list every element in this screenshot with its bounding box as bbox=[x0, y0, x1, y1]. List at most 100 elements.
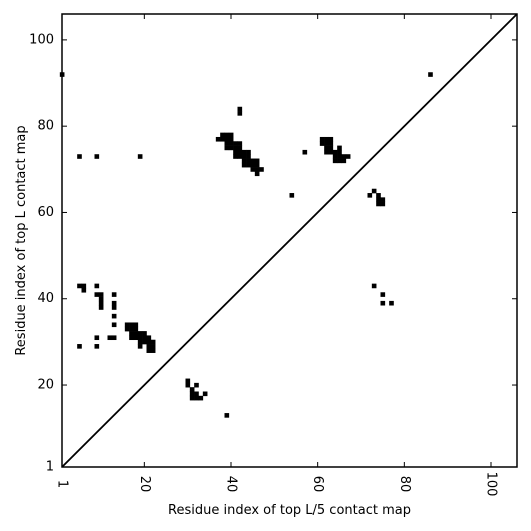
contact-point bbox=[98, 305, 104, 310]
contact-point bbox=[202, 391, 208, 397]
contact-point bbox=[250, 162, 256, 168]
contact-point bbox=[189, 391, 195, 397]
contact-point bbox=[189, 395, 195, 401]
contact-point bbox=[111, 335, 117, 341]
contact-point bbox=[428, 72, 433, 77]
contact-point bbox=[94, 344, 100, 349]
contact-point bbox=[254, 162, 260, 168]
y-axis-label: Residue index of top L contact map bbox=[14, 125, 29, 355]
contact-point bbox=[198, 395, 204, 401]
contact-point bbox=[341, 154, 347, 159]
contact-point bbox=[332, 158, 338, 164]
contact-point bbox=[133, 326, 139, 332]
contact-point bbox=[146, 335, 152, 341]
contact-point bbox=[194, 391, 199, 397]
contact-point bbox=[241, 149, 247, 155]
contact-point bbox=[111, 322, 117, 328]
contact-point bbox=[237, 154, 243, 159]
contact-point bbox=[380, 292, 386, 297]
contact-point bbox=[328, 149, 334, 155]
y-tick-label: 80 bbox=[37, 119, 54, 134]
contact-point bbox=[345, 154, 351, 159]
contact-point bbox=[254, 171, 260, 177]
contact-point bbox=[224, 141, 230, 146]
contact-point bbox=[77, 283, 82, 289]
contact-point bbox=[224, 413, 230, 418]
contact-point bbox=[332, 149, 338, 155]
contact-point bbox=[302, 149, 308, 155]
contact-point bbox=[111, 300, 117, 306]
x-tick-label: 40 bbox=[224, 476, 239, 493]
contact-point bbox=[150, 344, 156, 349]
y-axis: 1 20 40 60 80 100 bbox=[29, 32, 517, 475]
contact-point bbox=[237, 111, 243, 116]
y-tick-label: 20 bbox=[37, 378, 54, 393]
contact-point bbox=[380, 197, 386, 202]
contact-point bbox=[146, 348, 152, 353]
contact-point bbox=[250, 158, 256, 164]
contact-point bbox=[185, 382, 191, 388]
contact-point bbox=[129, 335, 134, 341]
contact-point bbox=[237, 149, 243, 155]
contact-point bbox=[371, 283, 377, 289]
contact-point bbox=[124, 326, 130, 332]
contact-point bbox=[77, 344, 82, 349]
contact-point bbox=[289, 193, 295, 198]
contact-point bbox=[185, 378, 191, 384]
contact-point bbox=[137, 335, 143, 341]
contact-point bbox=[137, 344, 143, 349]
contact-point bbox=[81, 287, 87, 293]
contact-point bbox=[337, 145, 342, 151]
contact-point bbox=[111, 313, 117, 319]
x-tick-label: 20 bbox=[137, 476, 152, 493]
contact-point bbox=[146, 344, 152, 349]
contact-point bbox=[215, 136, 221, 142]
contact-point bbox=[389, 300, 394, 306]
x-tick-label: 1 bbox=[55, 480, 70, 488]
contact-point bbox=[94, 154, 100, 159]
contact-point bbox=[228, 132, 234, 138]
contact-point bbox=[98, 296, 104, 302]
y-tick-label: 40 bbox=[37, 291, 54, 306]
contact-point bbox=[237, 145, 243, 151]
contact-point bbox=[324, 136, 329, 142]
contact-point bbox=[137, 331, 143, 336]
contact-point bbox=[129, 322, 134, 328]
contact-point bbox=[246, 158, 251, 164]
contact-point bbox=[250, 167, 256, 172]
contact-point bbox=[380, 201, 386, 207]
contact-point bbox=[142, 339, 147, 345]
contact-point bbox=[237, 141, 243, 146]
contact-point bbox=[94, 292, 100, 297]
x-tick-label: 100 bbox=[484, 472, 499, 497]
contact-point bbox=[341, 158, 347, 164]
contact-point bbox=[319, 141, 325, 146]
contact-point bbox=[376, 193, 381, 198]
plot-area bbox=[59, 72, 433, 418]
contact-point bbox=[328, 136, 334, 142]
contact-point bbox=[137, 154, 143, 159]
contact-point bbox=[194, 395, 199, 401]
contact-point bbox=[337, 158, 342, 164]
contact-point bbox=[111, 305, 117, 310]
contact-point bbox=[98, 292, 104, 297]
contact-point bbox=[237, 106, 243, 112]
contact-point bbox=[107, 335, 113, 341]
contact-point bbox=[324, 149, 329, 155]
contact-point bbox=[324, 141, 329, 146]
contact-point bbox=[98, 300, 104, 306]
x-axis: 1 20 40 60 80 100 bbox=[55, 14, 499, 496]
contact-point bbox=[133, 335, 139, 341]
contact-point bbox=[129, 331, 134, 336]
contact-point bbox=[376, 197, 381, 202]
contact-point bbox=[254, 167, 260, 172]
contact-point bbox=[94, 335, 100, 341]
diagonal-line bbox=[61, 13, 518, 468]
contact-point bbox=[133, 322, 139, 328]
contact-point bbox=[376, 201, 381, 207]
contact-point bbox=[259, 167, 264, 172]
contact-point bbox=[220, 132, 225, 138]
contact-point bbox=[228, 136, 234, 142]
contact-point bbox=[77, 154, 82, 159]
